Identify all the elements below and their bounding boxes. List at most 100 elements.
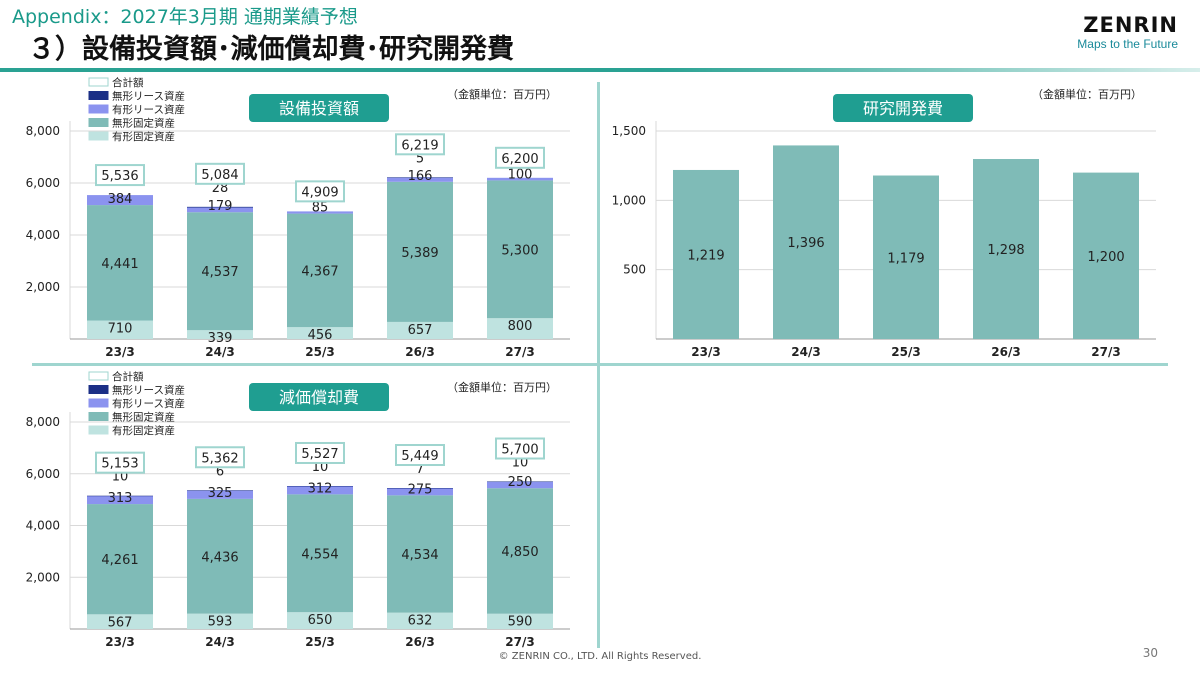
slide-title: ３）設備投資額･減価償却費･研究開発費: [28, 34, 514, 65]
data-label: 567: [108, 615, 133, 630]
bar-segment: [87, 504, 153, 615]
unit-note: （金額単位：百万円）: [447, 87, 557, 101]
bar-segment: [187, 206, 253, 208]
data-label: 312: [308, 481, 333, 496]
y-tick-label: 8,000: [26, 124, 60, 138]
x-tick-label: 26/3: [405, 345, 434, 359]
legend-label: 無形リース資産: [112, 90, 185, 103]
y-tick-label: 2,000: [26, 570, 60, 584]
bar-segment: [87, 320, 153, 339]
bar-segment: [187, 212, 253, 331]
data-label: 5,389: [401, 246, 438, 261]
bar-segment: [387, 495, 453, 613]
total-label: 4,909: [301, 185, 338, 200]
bar-segment: [487, 481, 553, 483]
bar-segment: [387, 181, 453, 322]
y-tick-label: 1,500: [612, 124, 646, 138]
data-label: 250: [508, 475, 533, 490]
legend-swatch: [88, 425, 109, 435]
x-tick-label: 25/3: [305, 345, 334, 359]
horizontal-divider: [32, 363, 1168, 366]
data-label: 4,367: [301, 264, 338, 279]
data-label: 657: [408, 323, 433, 338]
data-label: 100: [508, 167, 533, 182]
x-tick-label: 25/3: [891, 345, 920, 359]
legend-label: 無形固定資産: [112, 411, 175, 424]
bar-segment: [187, 330, 253, 339]
bar-segment: [287, 486, 353, 487]
data-label: 179: [208, 199, 233, 214]
page-number: 30: [1142, 646, 1158, 660]
data-label: 4,554: [301, 547, 338, 562]
x-tick-label: 24/3: [205, 345, 234, 359]
bar-segment: [187, 490, 253, 491]
legend-swatch: [88, 91, 109, 100]
total-label: 5,362: [201, 451, 238, 466]
data-label: 632: [408, 614, 433, 629]
bar-segment: [187, 490, 253, 499]
total-label: 5,449: [401, 449, 438, 464]
bar-segment: [87, 195, 153, 206]
x-tick-label: 27/3: [505, 635, 534, 649]
bar-segment: [87, 614, 153, 629]
data-label: 85: [312, 201, 329, 216]
legend-label: 有形固定資産: [112, 424, 175, 437]
data-label: 166: [408, 169, 433, 184]
company-logo: ZENRIN Maps to the Future: [1077, 14, 1178, 52]
bar-segment: [287, 612, 353, 629]
data-label: 4,441: [101, 257, 138, 272]
y-tick-label: 2,000: [26, 280, 60, 294]
data-label: 5,300: [501, 243, 538, 258]
x-tick-label: 24/3: [205, 635, 234, 649]
bar-segment: [287, 211, 353, 214]
legend-label: 合計額: [112, 76, 144, 89]
y-tick-label: 1,000: [612, 193, 646, 207]
data-label: 650: [308, 613, 333, 628]
y-tick-label: 8,000: [26, 415, 60, 429]
data-label: 4,261: [101, 553, 138, 568]
logo-tagline: Maps to the Future: [1077, 37, 1178, 51]
legend-label: 無形固定資産: [112, 117, 175, 130]
total-label: 5,084: [201, 168, 238, 183]
bar-segment: [487, 177, 553, 181]
header-rule: [0, 68, 1200, 72]
legend-swatch: [88, 398, 109, 408]
total-box: [395, 133, 445, 156]
bar-segment: [187, 613, 253, 629]
y-tick-label: 4,000: [26, 228, 60, 242]
x-tick-label: 27/3: [1091, 345, 1120, 359]
data-label: 593: [208, 615, 233, 630]
capex-title: 設備投資額: [279, 99, 359, 118]
rnd-title: 研究開発費: [863, 99, 943, 118]
data-label: 4,534: [401, 548, 438, 563]
legend-swatch: [88, 131, 109, 141]
total-box: [95, 164, 145, 187]
legend-label: 有形固定資産: [112, 130, 175, 143]
data-label: 313: [108, 491, 133, 506]
depreciation-title: 減価償却費: [279, 388, 359, 407]
legend-swatch: [88, 104, 109, 114]
rnd-chart: 研究開発費 （金額単位：百万円） 500 1,000 1,500 1,219 23/3 1,3…: [612, 87, 1156, 359]
copyright: © ZENRIN CO., LTD. All Rights Reserved.: [498, 651, 702, 662]
data-label: 456: [308, 328, 333, 343]
data-label: 1,396: [787, 236, 824, 251]
x-tick-label: 23/3: [105, 635, 134, 649]
bar-segment: [387, 177, 453, 178]
bar-segment: [187, 207, 253, 213]
data-label: 339: [208, 331, 233, 346]
bar-segment: [87, 495, 153, 497]
y-tick-label: 6,000: [26, 467, 60, 481]
depreciation-badge: [249, 383, 389, 411]
data-label: 710: [108, 322, 133, 337]
data-label: 1,179: [887, 251, 924, 266]
legend-label: 合計額: [112, 370, 144, 383]
total-box: [295, 180, 345, 203]
bar-segment: [487, 481, 553, 489]
data-label: 1,298: [987, 243, 1024, 258]
x-tick-label: 23/3: [105, 345, 134, 359]
bar-segment: [287, 327, 353, 339]
legend-swatch: [88, 385, 109, 394]
total-box: [395, 444, 445, 467]
rnd-bar: [1073, 172, 1139, 339]
